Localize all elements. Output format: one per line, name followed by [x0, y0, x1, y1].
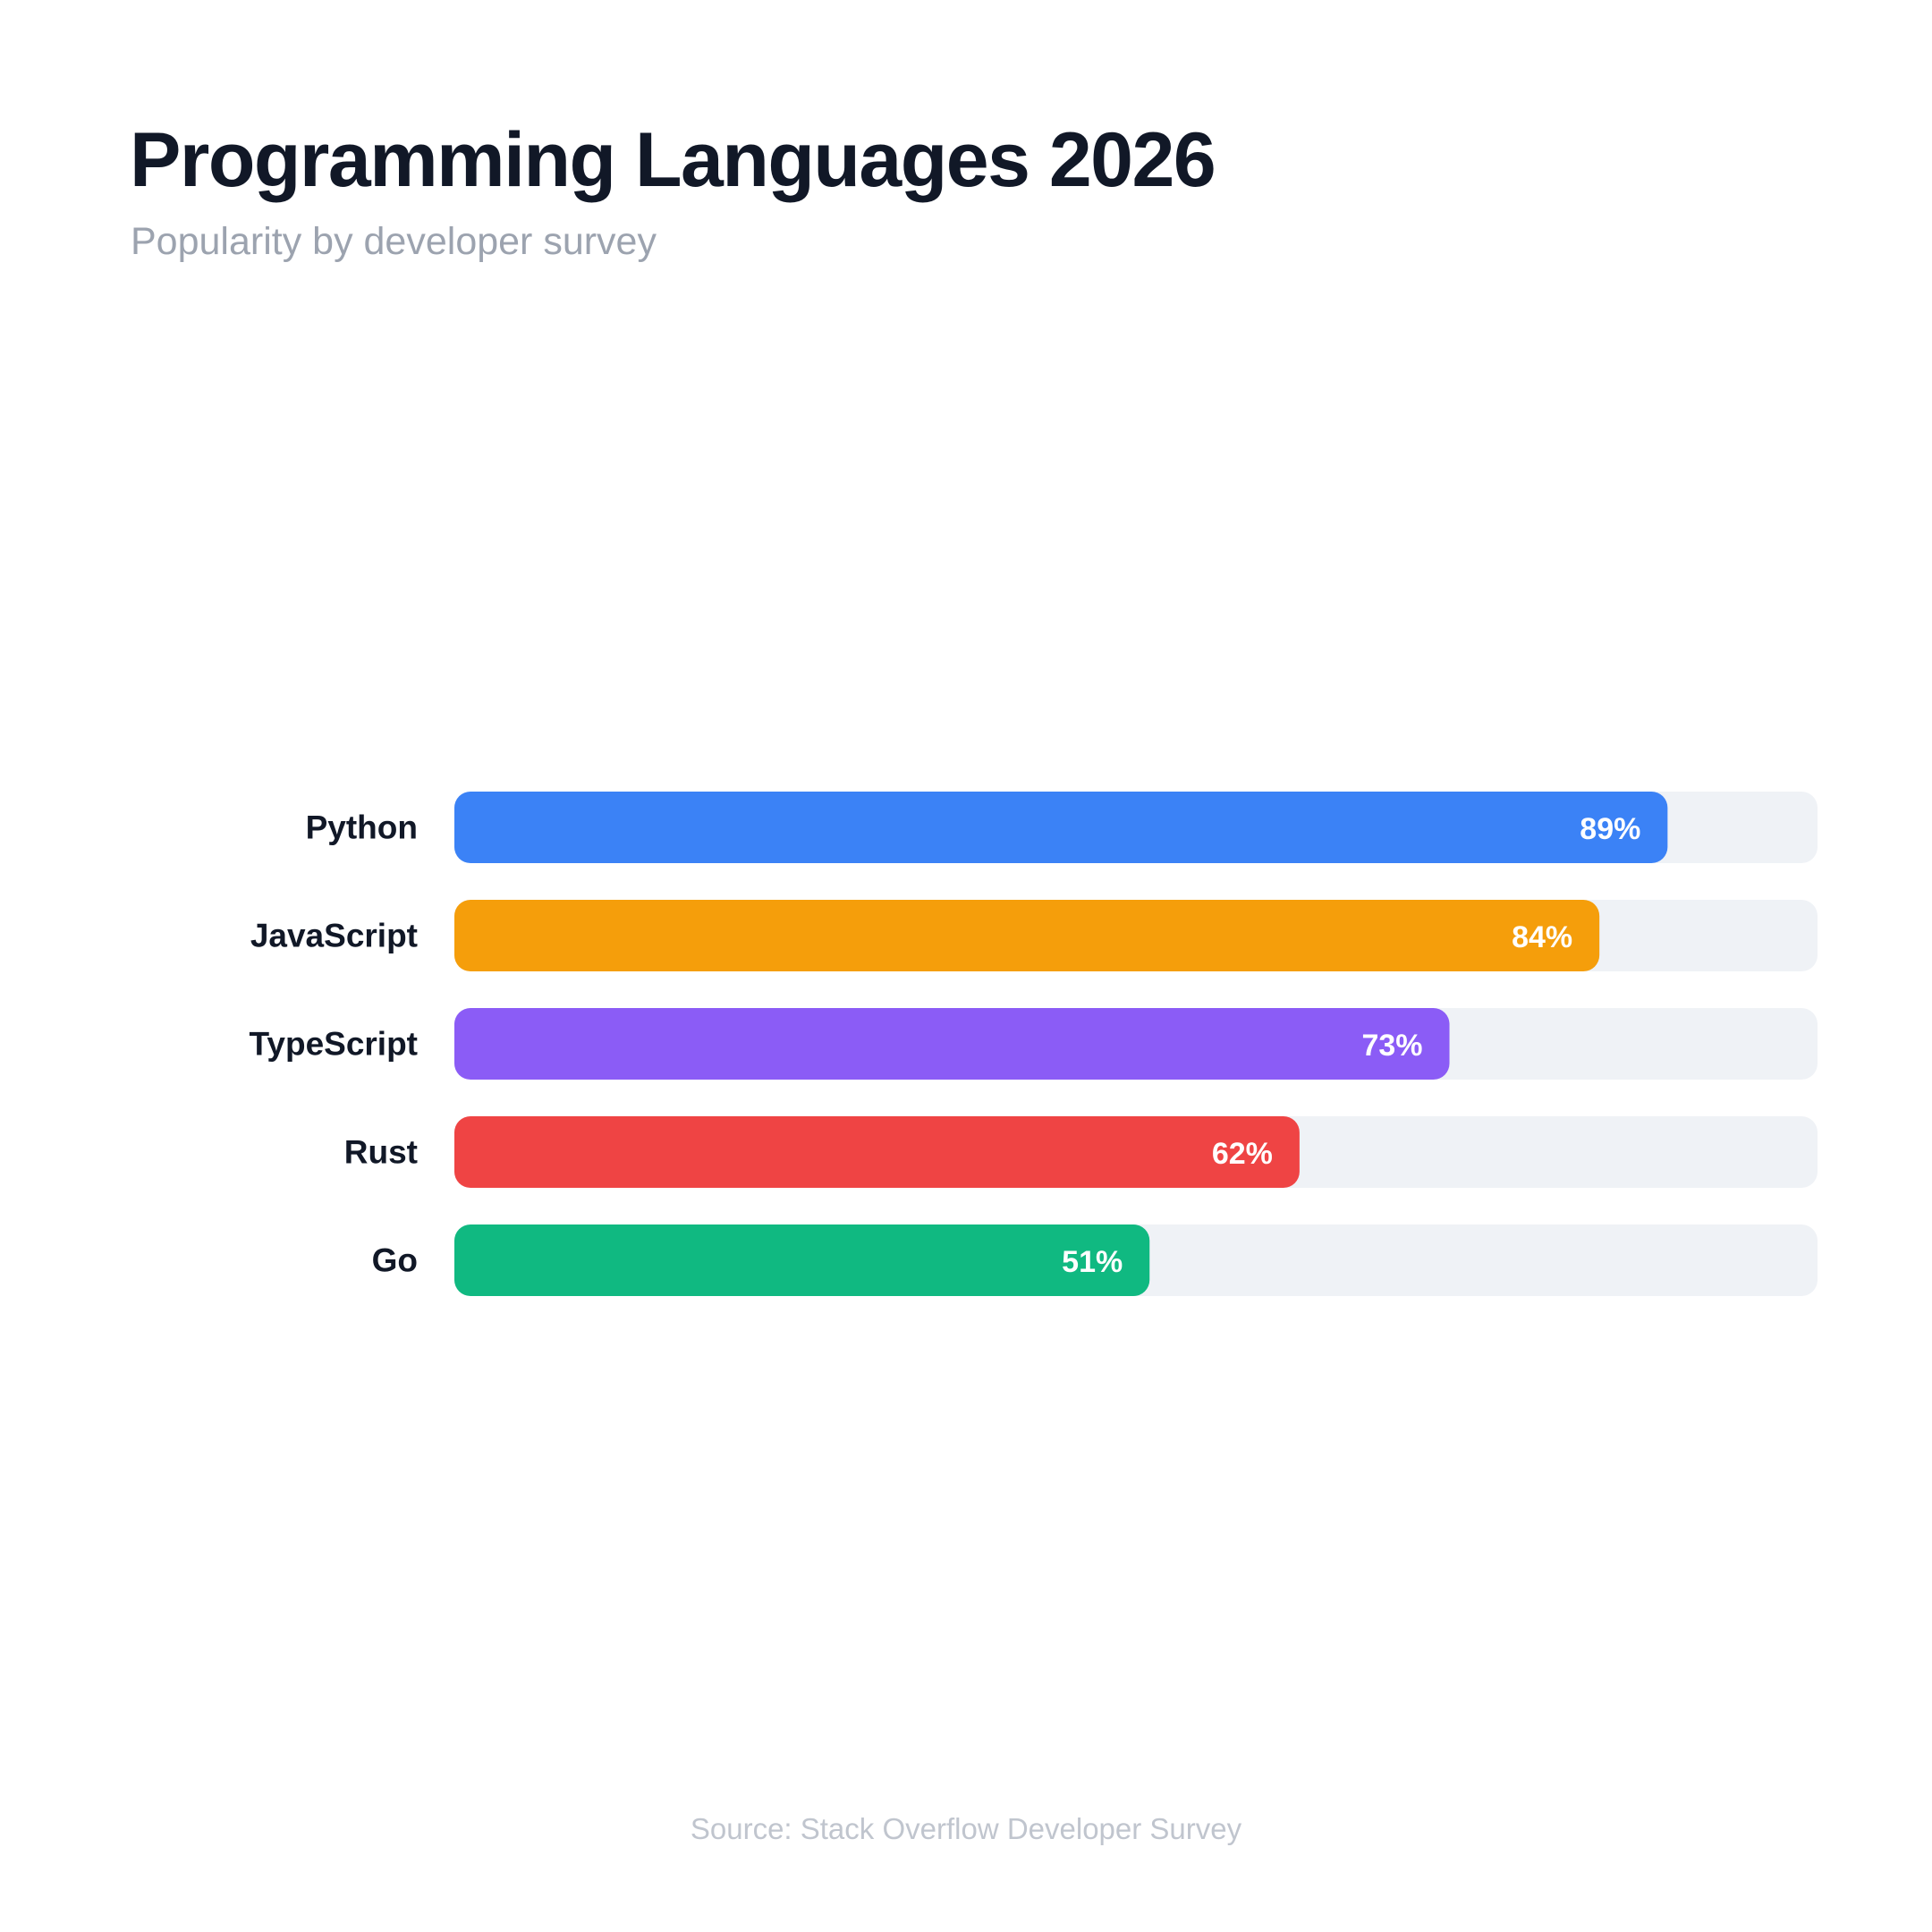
- category-label-go: Go: [372, 1242, 418, 1279]
- category-label-rust: Rust: [344, 1134, 418, 1171]
- value-label-javascript: 84%: [1512, 920, 1572, 954]
- category-label-javascript: JavaScript: [250, 918, 418, 954]
- value-label-rust: 62%: [1212, 1137, 1273, 1171]
- value-label-python: 89%: [1580, 812, 1640, 846]
- value-label-go: 51%: [1062, 1245, 1123, 1279]
- value-label-typescript: 73%: [1361, 1029, 1422, 1063]
- bar-go: [454, 1224, 1150, 1296]
- bar-typescript: [454, 1008, 1450, 1080]
- bar-javascript: [454, 900, 1600, 971]
- category-label-typescript: TypeScript: [250, 1026, 418, 1063]
- source-note: Source: Stack Overflow Developer Survey: [690, 1812, 1242, 1845]
- chart-subtitle: Popularity by developer survey: [131, 220, 657, 263]
- bar-python: [454, 792, 1668, 863]
- category-label-python: Python: [306, 809, 418, 846]
- chart-title: Programming Languages 2026: [130, 117, 1216, 203]
- bar-rust: [454, 1116, 1300, 1188]
